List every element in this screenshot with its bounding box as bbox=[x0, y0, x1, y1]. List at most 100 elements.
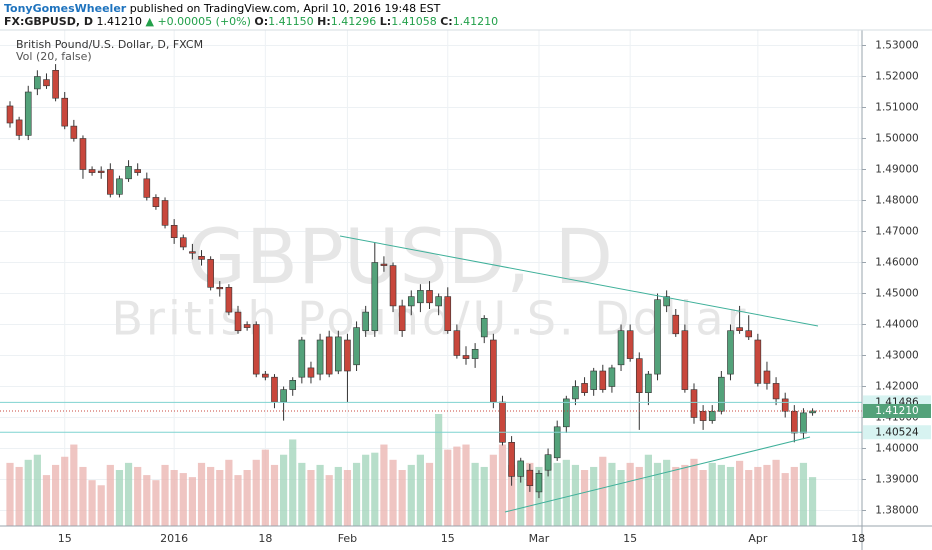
close: 1.41210 bbox=[452, 15, 499, 28]
low: 1.41058 bbox=[391, 15, 437, 28]
volume-bar bbox=[553, 462, 561, 526]
candle-body bbox=[563, 398, 570, 428]
y-tick-label: 1.43000 bbox=[875, 350, 918, 362]
volume-bar bbox=[152, 480, 160, 526]
volume-bar bbox=[398, 470, 406, 526]
open-label: O: bbox=[254, 15, 269, 28]
candle-body bbox=[407, 296, 415, 307]
volume-bar bbox=[644, 454, 652, 526]
volume-bar bbox=[362, 454, 370, 526]
volume-bar bbox=[763, 464, 771, 526]
candle-body bbox=[426, 290, 433, 304]
volume-bar bbox=[6, 462, 14, 526]
candle-body bbox=[198, 255, 205, 260]
candle-body bbox=[727, 330, 734, 375]
volume-bar bbox=[270, 464, 279, 526]
volume-bar bbox=[61, 456, 69, 526]
volume-bar bbox=[717, 464, 725, 526]
candle-body bbox=[125, 166, 132, 180]
volume-bar bbox=[280, 454, 288, 526]
volume-bar bbox=[179, 473, 187, 526]
candle-body bbox=[635, 358, 643, 394]
change-arrow: ▲ bbox=[145, 15, 154, 28]
candle-body bbox=[79, 138, 87, 170]
volume-bar bbox=[480, 466, 488, 526]
volume-bar bbox=[617, 470, 625, 526]
volume-bar bbox=[380, 444, 388, 526]
author[interactable]: TonyGomesWheeler bbox=[4, 2, 127, 15]
candle-body bbox=[298, 339, 306, 378]
volume-bar bbox=[736, 460, 744, 526]
grid bbox=[0, 30, 862, 526]
y-tick-label: 1.44000 bbox=[875, 319, 918, 331]
x-tick-label: 15 bbox=[623, 532, 637, 545]
candle-body bbox=[225, 286, 233, 313]
volume-bar bbox=[571, 464, 580, 526]
axes: 1.380001.390001.400001.410001.420001.430… bbox=[58, 40, 931, 545]
y-tick-label: 1.39000 bbox=[875, 474, 918, 486]
price-pane bbox=[0, 64, 862, 499]
volume-bar bbox=[508, 464, 516, 526]
candle-body bbox=[107, 169, 114, 195]
volume-bar bbox=[407, 464, 415, 526]
volume-bar bbox=[97, 485, 105, 526]
x-tick-label: Feb bbox=[338, 532, 357, 545]
volume-bar bbox=[115, 470, 124, 526]
candle-body bbox=[61, 97, 69, 127]
volume-bar bbox=[471, 462, 479, 526]
candle-body bbox=[24, 91, 32, 136]
candle-body bbox=[809, 410, 816, 414]
volume-bar bbox=[681, 464, 689, 526]
volume-bar bbox=[188, 477, 196, 526]
volume-bar bbox=[70, 444, 78, 526]
volume-bar bbox=[88, 480, 96, 526]
volume-bar bbox=[754, 466, 762, 526]
price-label: 1.41210 bbox=[875, 405, 918, 417]
open: 1.41150 bbox=[268, 15, 314, 28]
candle-body bbox=[34, 76, 41, 90]
volume-bar bbox=[435, 414, 443, 526]
candle-body bbox=[88, 169, 96, 173]
volume-bar bbox=[197, 462, 206, 526]
volume-title: Vol (20, false) bbox=[16, 50, 92, 63]
quote-line: FX:GBPUSD, D 1.41210 ▲ +0.00005 (+0%) O:… bbox=[4, 15, 928, 28]
candle-body bbox=[699, 410, 707, 421]
candle-body bbox=[252, 324, 260, 375]
candle-body bbox=[690, 389, 698, 418]
y-tick-label: 1.53000 bbox=[875, 40, 918, 52]
publish-line: TonyGomesWheeler published on TradingVie… bbox=[4, 2, 928, 15]
volume-bar bbox=[134, 466, 142, 526]
candle-body bbox=[271, 376, 278, 403]
candle-body bbox=[52, 70, 59, 99]
volume-bar bbox=[289, 439, 297, 526]
watermark-symbol: GBPUSD, D bbox=[187, 212, 613, 301]
candle-body bbox=[453, 330, 461, 356]
candle-body bbox=[435, 296, 442, 307]
volume-bar bbox=[653, 462, 662, 526]
candle-body bbox=[362, 311, 369, 332]
volume-bar bbox=[252, 459, 260, 526]
candle-body bbox=[508, 441, 515, 477]
candle-body bbox=[681, 330, 689, 390]
candle-body bbox=[444, 296, 452, 332]
candle-body bbox=[471, 348, 479, 359]
candle-body bbox=[480, 317, 488, 338]
candle-body bbox=[216, 286, 224, 290]
volume-bar bbox=[781, 473, 789, 526]
x-tick-label: Mar bbox=[529, 532, 550, 545]
volume-bar bbox=[225, 459, 233, 526]
candle-body bbox=[462, 355, 470, 359]
candle-body bbox=[116, 178, 123, 195]
candle-body bbox=[672, 314, 680, 335]
candle-body bbox=[207, 259, 214, 288]
volume-bar bbox=[635, 466, 643, 526]
x-tick-label: 15 bbox=[441, 532, 455, 545]
y-tick-label: 1.47000 bbox=[875, 226, 918, 238]
candle-body bbox=[517, 460, 525, 477]
volume-bar bbox=[207, 466, 215, 526]
volume-bar bbox=[52, 464, 60, 526]
volume-bar bbox=[590, 466, 598, 526]
volume-bar bbox=[517, 470, 525, 526]
volume-bar bbox=[799, 462, 808, 526]
